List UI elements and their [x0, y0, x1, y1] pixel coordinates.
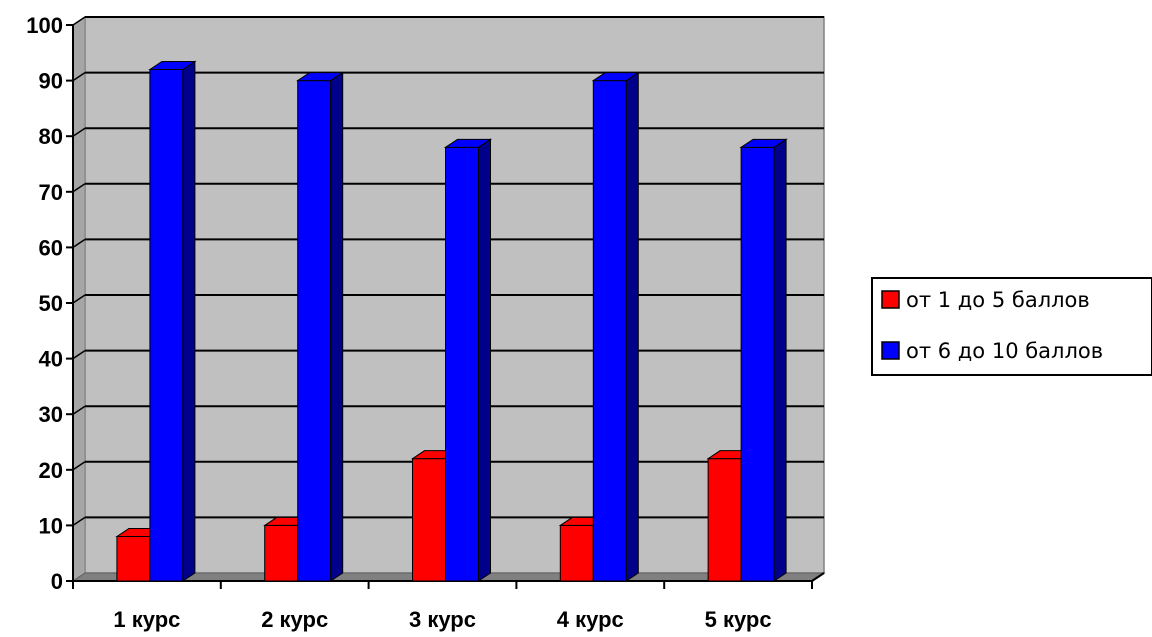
bar-side [330, 71, 344, 582]
legend-swatch-high [881, 341, 900, 360]
x-tick-label: 3 курс [409, 607, 476, 632]
legend-item-high: от 6 до 10 баллов [881, 339, 1103, 363]
legend-box [871, 277, 1152, 376]
gridline-side [72, 71, 86, 82]
x-axis-depth [811, 572, 825, 582]
gridline-side [72, 294, 86, 304]
bar-top [148, 60, 197, 70]
y-tick-label: 0 [51, 569, 63, 594]
legend-label-high: от 6 до 10 баллов [906, 339, 1103, 363]
legend-item-low: от 1 до 5 баллов [881, 288, 1090, 312]
y-tick-label: 10 [39, 513, 63, 538]
bar [148, 60, 197, 582]
y-tick-label: 70 [39, 180, 63, 205]
x-tick-label: 4 курс [557, 607, 624, 632]
y-tick-label: 80 [39, 124, 63, 149]
bar-top [296, 72, 345, 82]
bar-front [592, 80, 627, 582]
x-axis-tick-labels: 1 курс 2 курс 3 курс 4 курс 5 курс [113, 607, 771, 632]
bars [115, 60, 788, 582]
bar [443, 138, 493, 582]
gridline-side [72, 349, 86, 360]
bar-side [182, 60, 196, 582]
bar-side [478, 138, 491, 582]
x-tick-label: 2 курс [261, 607, 328, 632]
x-tick-label: 1 курс [113, 607, 180, 632]
bar [296, 71, 345, 582]
bar [739, 138, 788, 582]
gridline-side [72, 16, 86, 26]
bar-side [773, 138, 787, 582]
y-tick-label: 90 [39, 69, 63, 94]
legend-label-low: от 1 до 5 баллов [906, 288, 1090, 312]
bar-front [116, 536, 151, 582]
gridline-side [72, 516, 86, 527]
y-tick-label: 50 [39, 291, 63, 316]
bar-front [445, 146, 479, 582]
bar-top [443, 138, 493, 148]
gridline-side [72, 405, 86, 415]
gridline-side [72, 238, 86, 249]
y-axis-tick-labels: 0 10 20 30 40 50 60 70 80 90 100 [26, 13, 63, 594]
bar-front [559, 524, 594, 582]
bar-front [412, 458, 446, 582]
bar-top [739, 138, 788, 148]
bar-top [591, 72, 640, 82]
y-tick-label: 40 [39, 347, 63, 372]
x-tick-label: 5 курс [705, 607, 772, 632]
bar [591, 71, 640, 582]
bar-front [297, 80, 332, 582]
y-tick-label: 100 [26, 13, 63, 38]
y-tick-label: 20 [39, 458, 63, 483]
bar-front [740, 146, 775, 582]
y-tick-label: 60 [39, 235, 63, 260]
gridline-side [72, 461, 86, 471]
legend-swatch-low [881, 290, 900, 309]
y-tick-label: 30 [39, 402, 63, 427]
bar-front [707, 458, 742, 582]
gridline-side [72, 127, 86, 137]
bar-front [264, 524, 299, 582]
gridline-side [72, 183, 86, 193]
bar-front [149, 68, 184, 582]
bar-side [625, 71, 639, 582]
legend: от 1 до 5 баллов от 6 до 10 баллов [871, 277, 1152, 376]
